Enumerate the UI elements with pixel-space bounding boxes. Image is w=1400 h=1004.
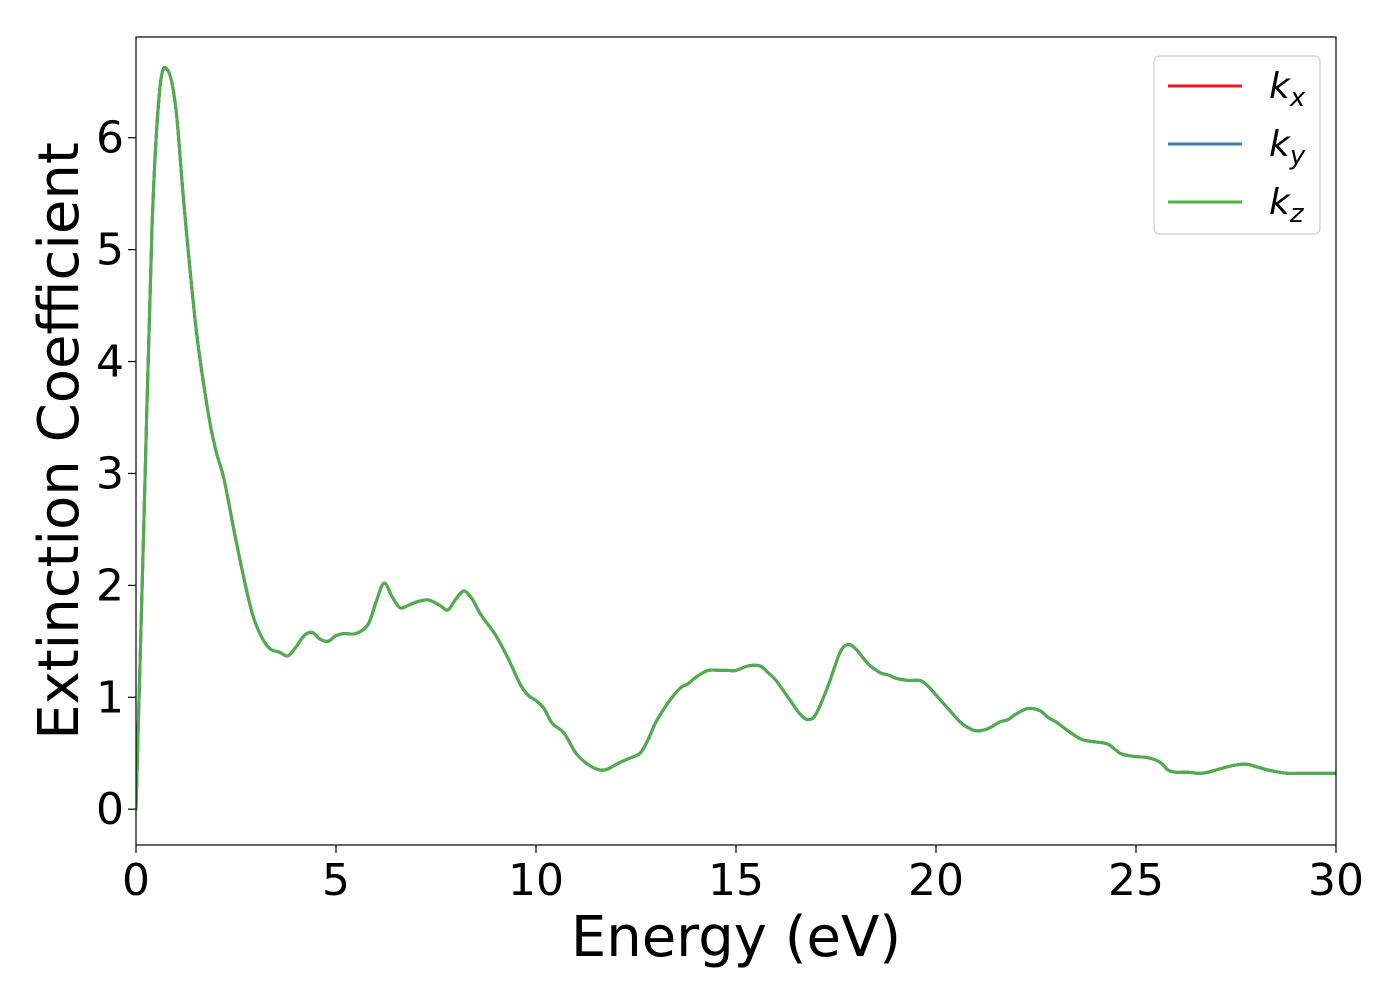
x-tick-label: 5: [322, 855, 350, 906]
legend-label-subscript: y: [1289, 141, 1306, 171]
y-tick-label: 2: [96, 560, 124, 611]
legend-label-base: k: [1269, 182, 1292, 223]
legend-label-ky: ky: [1269, 124, 1306, 171]
x-tick-label: 25: [1108, 855, 1164, 906]
y-axis-title: Extinction Coefficient: [27, 142, 92, 740]
x-tick-label: 30: [1308, 855, 1364, 906]
y-tick-label: 5: [96, 225, 124, 276]
legend-label-subscript: x: [1289, 83, 1306, 113]
x-tick-label: 20: [908, 855, 964, 906]
legend-label-kz: kz: [1269, 182, 1305, 229]
legend-label-kx: kx: [1269, 66, 1306, 113]
y-tick-label: 0: [96, 784, 124, 835]
legend-label-base: k: [1269, 124, 1292, 165]
y-tick-label: 4: [96, 337, 124, 388]
series-layer: [136, 65, 1336, 811]
x-tick-label: 10: [508, 855, 564, 906]
legend-label-base: k: [1269, 66, 1292, 107]
legend-label-subscript: z: [1289, 199, 1305, 229]
x-tick-label: 0: [122, 855, 150, 906]
x-tick-label: 15: [708, 855, 764, 906]
series-line-kz: [136, 65, 1336, 811]
axis-ticks: 0 5 10 15 20 25 30 0 1 2 3 4 5 6: [96, 113, 1364, 906]
y-tick-label: 1: [96, 672, 124, 723]
y-tick-label: 3: [96, 448, 124, 499]
x-axis-title: Energy (eV): [571, 905, 901, 970]
y-tick-label: 6: [96, 113, 124, 164]
